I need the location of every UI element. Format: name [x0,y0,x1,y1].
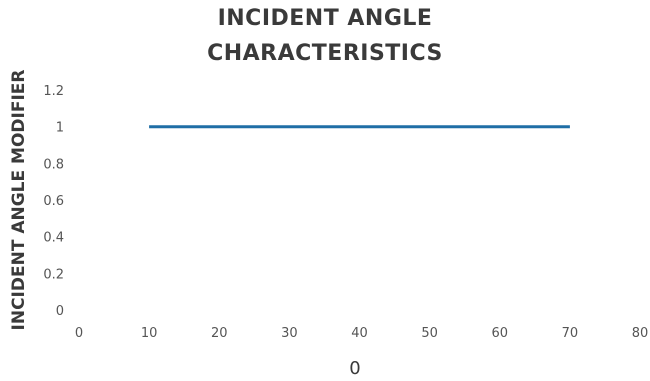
x-tick-label: 30 [281,326,298,341]
y-tick-label: 0.4 [43,231,64,246]
x-tick-label: 0 [75,326,83,341]
x-tick-label: 70 [562,326,579,341]
x-tick-label: 20 [211,326,228,341]
x-tick-label: 40 [351,326,368,341]
x-tick-label: 80 [632,326,649,341]
y-tick-label: 0 [56,304,64,319]
y-tick-label: 1.2 [43,84,64,99]
x-tick-label: 60 [491,326,508,341]
x-tick-label: 50 [421,326,438,341]
y-tick-label: 0.8 [43,157,64,172]
y-tick-label: 0.6 [43,194,64,209]
y-tick-label: 1 [56,121,64,136]
y-tick-label: 0.2 [43,267,64,282]
x-tick-label: 10 [141,326,158,341]
